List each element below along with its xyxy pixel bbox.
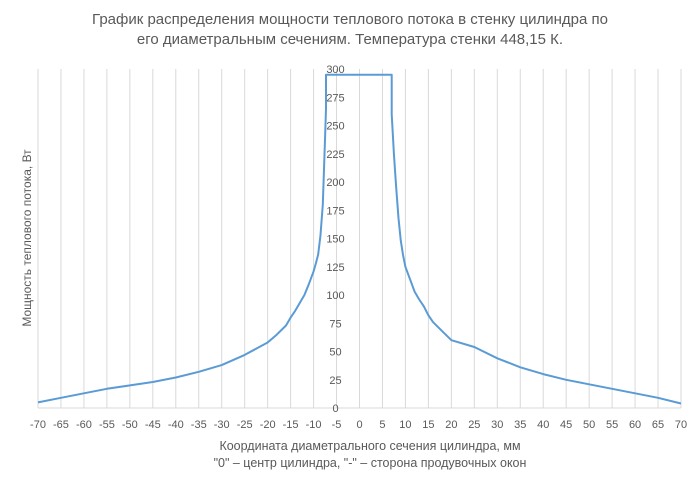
x-tick-label: -30 — [214, 419, 230, 431]
y-tick-label: 0 — [332, 403, 338, 415]
x-tick-label: -45 — [145, 419, 161, 431]
x-axis-title-line-2: "0" – центр цилиндра, "-" – сторона прод… — [213, 456, 527, 470]
x-tick-label: 70 — [675, 419, 687, 431]
x-tick-label: 15 — [422, 419, 434, 431]
y-tick-label: 50 — [329, 347, 341, 359]
y-tick-labels: 0 25 50 75 100 125 150 175 200 225 250 275 300 — [326, 64, 344, 415]
x-tick-label: 45 — [560, 419, 572, 431]
y-tick-label: 100 — [326, 290, 344, 302]
y-tick-label: 275 — [326, 92, 344, 104]
x-tick-label: 40 — [537, 419, 549, 431]
y-tick-label: 225 — [326, 149, 344, 161]
x-tick-label: 20 — [445, 419, 457, 431]
series-line — [37, 73, 682, 405]
x-tick-labels: -70 -65 -60 -55 -50 -45 -40 -35 -30 -25 -20 -15 -10-… — [30, 419, 687, 431]
x-tick-label: 0 — [356, 419, 362, 431]
x-tick-label: -60 — [76, 419, 92, 431]
y-tick-label: 150 — [326, 234, 344, 246]
x-tick-label: -55 — [99, 419, 115, 431]
x-tick-label: -20 — [260, 419, 276, 431]
x-tick-label: 60 — [629, 419, 641, 431]
y-tick-label: 125 — [326, 262, 344, 274]
x-tick-label: -40 — [168, 419, 184, 431]
x-tick-label: 10 — [399, 419, 411, 431]
x-tick-label: -70 — [30, 419, 46, 431]
x-tick-label: 35 — [514, 419, 526, 431]
chart-title-line-2: его диаметральным сечениям. Температура … — [136, 31, 564, 48]
x-tick-label: 30 — [491, 419, 503, 431]
chart-title-line-1: График распределения мощности теплового … — [92, 11, 608, 28]
x-tick-label: 55 — [606, 419, 618, 431]
y-tick-label: 175 — [326, 205, 344, 217]
y-tick-label: 200 — [326, 177, 344, 189]
y-tick-label: 75 — [329, 318, 341, 330]
x-tick-label: 5 — [379, 419, 385, 431]
x-tick-label: 65 — [652, 419, 664, 431]
x-tick-label: -5 — [332, 419, 342, 431]
x-axis-title-line-1: Координата диаметрального сечения цилинд… — [219, 439, 521, 453]
x-tick-label: -65 — [53, 419, 69, 431]
x-tick-label: -15 — [283, 419, 299, 431]
x-axis-title: Координата диаметрального сечения цилинд… — [100, 438, 640, 472]
series-layer — [37, 73, 682, 405]
x-tick-label: -25 — [237, 419, 253, 431]
gridlines — [37, 69, 682, 409]
y-tick-label: 25 — [329, 375, 341, 387]
x-tick-label: 50 — [583, 419, 595, 431]
x-tick-label: -50 — [122, 419, 138, 431]
chart-title: График распределения мощности теплового … — [40, 10, 660, 50]
x-tick-label: -10 — [306, 419, 322, 431]
x-tick-label: -35 — [191, 419, 207, 431]
y-tick-label: 250 — [326, 121, 344, 133]
y-axis-title: Мощность теплового потока, Вт — [20, 149, 34, 327]
x-tick-label: 25 — [468, 419, 480, 431]
y-tick-label: 300 — [326, 64, 344, 76]
